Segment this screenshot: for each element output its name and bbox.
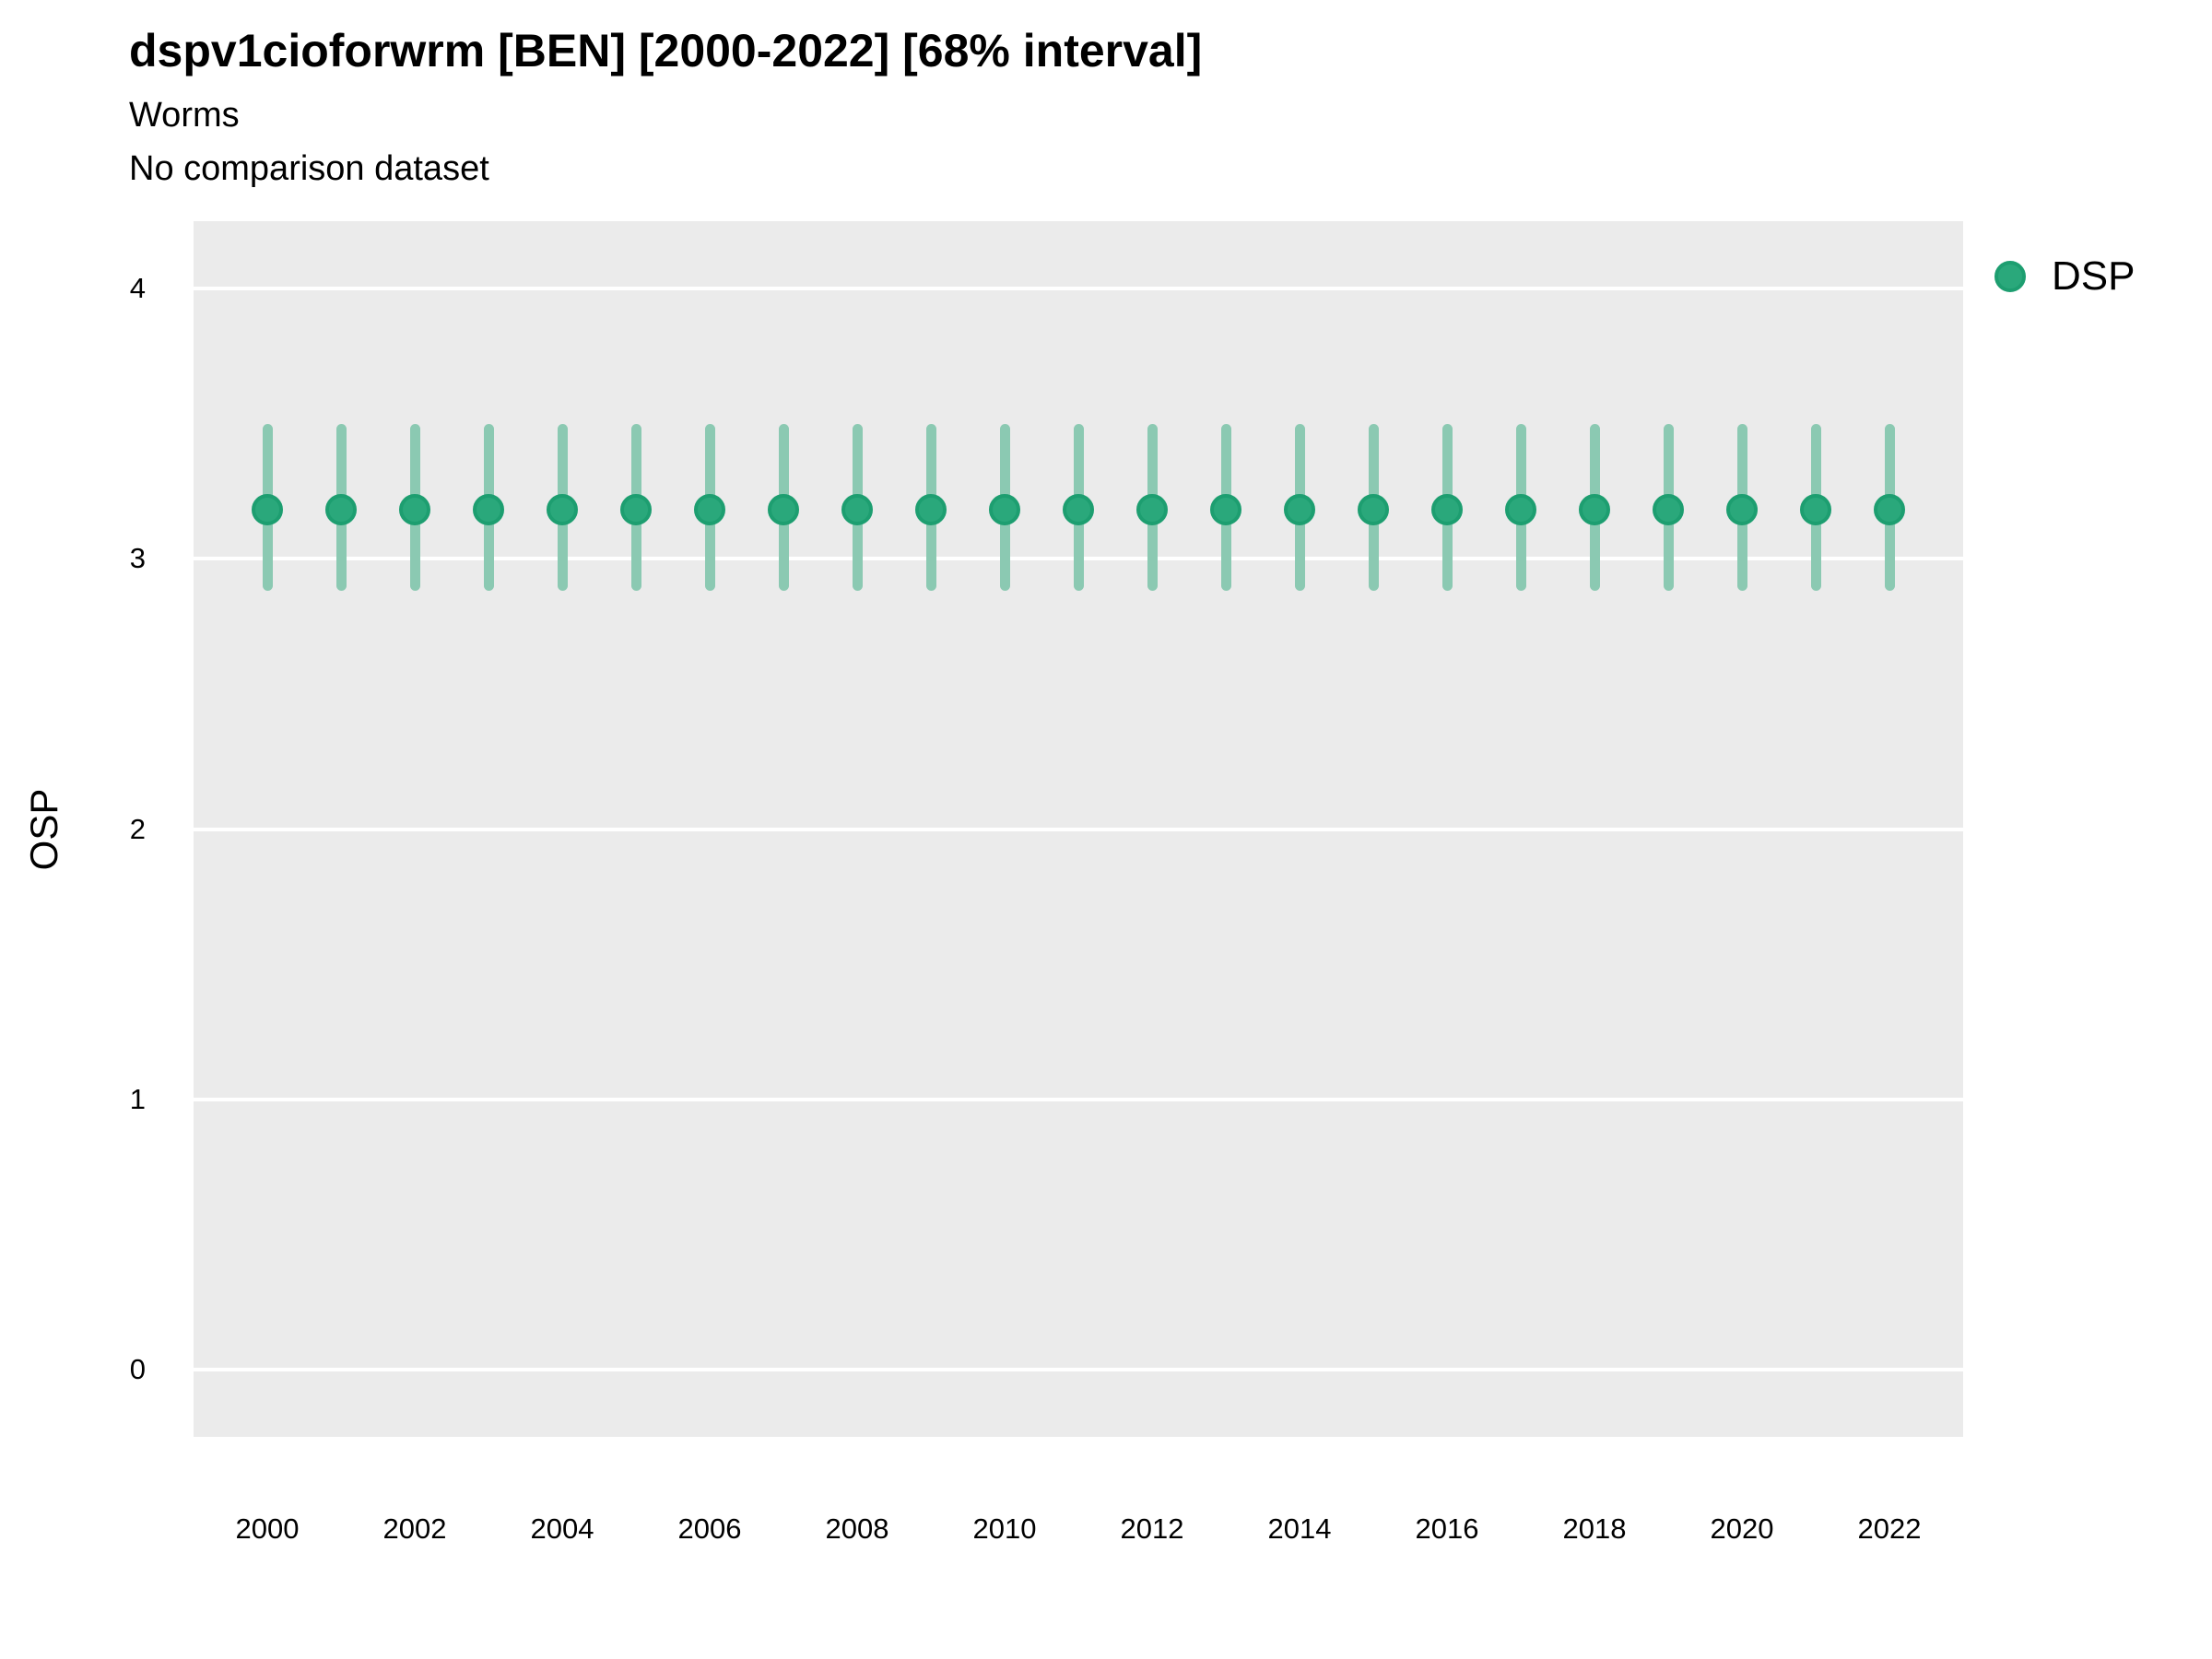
point-dot-2008 xyxy=(841,494,873,526)
point-dot-2017 xyxy=(1505,494,1536,526)
point-dot-2015 xyxy=(1358,494,1389,526)
point-dot-2020 xyxy=(1726,494,1758,526)
point-dot-2010 xyxy=(989,494,1020,526)
y-tick-label-1: 1 xyxy=(129,1082,146,1115)
point-dot-2018 xyxy=(1579,494,1610,526)
point-dot-2007 xyxy=(768,494,799,526)
x-tick-label-2006: 2006 xyxy=(677,1512,742,1545)
chart-title: dspv1cioforwrm [BEN] [2000-2022] [68% in… xyxy=(129,25,1203,76)
x-tick-label-2004: 2004 xyxy=(530,1512,594,1545)
point-dot-2006 xyxy=(694,494,725,526)
x-tick-label-2020: 2020 xyxy=(1710,1512,1774,1545)
point-dot-2016 xyxy=(1431,494,1463,526)
gridline-y-1 xyxy=(194,1097,1963,1101)
legend-dsp-label: DSP xyxy=(2052,253,2136,299)
comparison-note: No comparison dataset xyxy=(129,149,489,188)
point-dot-2000 xyxy=(252,494,283,526)
gridline-y-2 xyxy=(194,827,1963,831)
gridline-y-4 xyxy=(194,287,1963,290)
point-dot-2011 xyxy=(1063,494,1094,526)
point-dot-2019 xyxy=(1653,494,1684,526)
x-tick-label-2008: 2008 xyxy=(825,1512,889,1545)
x-tick-label-2014: 2014 xyxy=(1267,1512,1332,1545)
plot-panel xyxy=(194,221,1963,1437)
gridline-y-0 xyxy=(194,1368,1963,1371)
point-dot-2003 xyxy=(473,494,504,526)
point-dot-2013 xyxy=(1210,494,1241,526)
point-dot-2001 xyxy=(325,494,357,526)
point-dot-2022 xyxy=(1874,494,1905,526)
x-tick-label-2010: 2010 xyxy=(972,1512,1037,1545)
point-dot-2012 xyxy=(1136,494,1168,526)
x-tick-label-2022: 2022 xyxy=(1857,1512,1922,1545)
x-tick-label-2016: 2016 xyxy=(1415,1512,1479,1545)
y-tick-label-0: 0 xyxy=(129,1353,146,1385)
y-tick-label-3: 3 xyxy=(129,542,146,575)
x-tick-label-2002: 2002 xyxy=(382,1512,447,1545)
legend: DSP xyxy=(1994,254,2135,299)
point-dot-2005 xyxy=(620,494,652,526)
x-tick-label-2018: 2018 xyxy=(1562,1512,1627,1545)
point-dot-2002 xyxy=(399,494,430,526)
y-tick-label-4: 4 xyxy=(129,272,146,304)
legend-dsp-swatch-icon xyxy=(1994,261,2026,292)
x-tick-label-2000: 2000 xyxy=(235,1512,300,1545)
point-dot-2021 xyxy=(1800,494,1831,526)
x-tick-label-2012: 2012 xyxy=(1120,1512,1184,1545)
y-tick-label-2: 2 xyxy=(129,812,146,845)
point-dot-2014 xyxy=(1284,494,1315,526)
point-dot-2004 xyxy=(547,494,578,526)
chart-subtitle: Worms xyxy=(129,96,240,135)
point-dot-2009 xyxy=(915,494,947,526)
